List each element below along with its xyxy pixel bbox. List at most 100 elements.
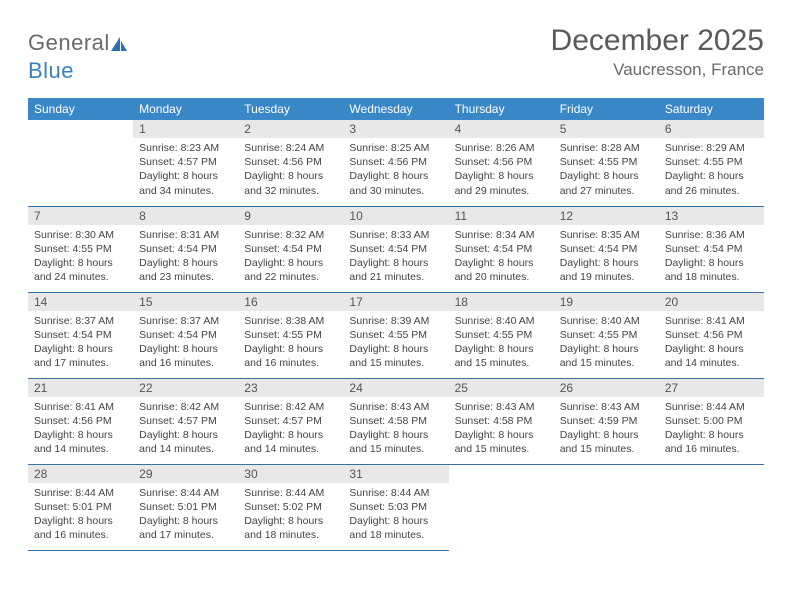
sunset-line: Sunset: 4:54 PM — [139, 242, 232, 256]
sunset-line: Sunset: 5:02 PM — [244, 500, 337, 514]
weekday-fri: Friday — [554, 98, 659, 120]
calendar-row: 21Sunrise: 8:41 AMSunset: 4:56 PMDayligh… — [28, 378, 764, 464]
logo-part2: Blue — [28, 58, 74, 83]
day-number-bar: 22 — [133, 379, 238, 397]
daylight-line: Daylight: 8 hours and 18 minutes. — [244, 514, 337, 542]
day-detail: Sunrise: 8:30 AMSunset: 4:55 PMDaylight:… — [28, 225, 133, 289]
daylight-line: Daylight: 8 hours and 15 minutes. — [349, 428, 442, 456]
calendar-cell: 2Sunrise: 8:24 AMSunset: 4:56 PMDaylight… — [238, 120, 343, 206]
sunrise-line: Sunrise: 8:34 AM — [455, 228, 548, 242]
day-detail: Sunrise: 8:36 AMSunset: 4:54 PMDaylight:… — [659, 225, 764, 289]
calendar-cell: 3Sunrise: 8:25 AMSunset: 4:56 PMDaylight… — [343, 120, 448, 206]
daylight-line: Daylight: 8 hours and 23 minutes. — [139, 256, 232, 284]
day-detail: Sunrise: 8:25 AMSunset: 4:56 PMDaylight:… — [343, 138, 448, 202]
sunrise-line: Sunrise: 8:28 AM — [560, 141, 653, 155]
daylight-line: Daylight: 8 hours and 26 minutes. — [665, 169, 758, 197]
sunset-line: Sunset: 4:55 PM — [455, 328, 548, 342]
sunrise-line: Sunrise: 8:33 AM — [349, 228, 442, 242]
day-number-bar: 20 — [659, 293, 764, 311]
day-detail: Sunrise: 8:37 AMSunset: 4:54 PMDaylight:… — [133, 311, 238, 375]
day-number-bar: 18 — [449, 293, 554, 311]
day-number-bar: 6 — [659, 120, 764, 138]
logo: General Blue — [28, 24, 128, 84]
sunset-line: Sunset: 4:56 PM — [665, 328, 758, 342]
weekday-sat: Saturday — [659, 98, 764, 120]
sunrise-line: Sunrise: 8:23 AM — [139, 141, 232, 155]
calendar-cell: 9Sunrise: 8:32 AMSunset: 4:54 PMDaylight… — [238, 206, 343, 292]
sunset-line: Sunset: 4:54 PM — [560, 242, 653, 256]
sunset-line: Sunset: 4:54 PM — [665, 242, 758, 256]
weekday-mon: Monday — [133, 98, 238, 120]
day-detail: Sunrise: 8:39 AMSunset: 4:55 PMDaylight:… — [343, 311, 448, 375]
day-number-bar: 28 — [28, 465, 133, 483]
sunset-line: Sunset: 4:55 PM — [560, 155, 653, 169]
calendar-cell: 15Sunrise: 8:37 AMSunset: 4:54 PMDayligh… — [133, 292, 238, 378]
sunrise-line: Sunrise: 8:38 AM — [244, 314, 337, 328]
sunset-line: Sunset: 4:55 PM — [34, 242, 127, 256]
day-detail: Sunrise: 8:43 AMSunset: 4:59 PMDaylight:… — [554, 397, 659, 461]
day-number-bar: 19 — [554, 293, 659, 311]
day-number-bar-empty — [659, 465, 764, 483]
logo-part1: General — [28, 30, 110, 55]
day-detail: Sunrise: 8:29 AMSunset: 4:55 PMDaylight:… — [659, 138, 764, 202]
weekday-sun: Sunday — [28, 98, 133, 120]
day-number-bar: 1 — [133, 120, 238, 138]
daylight-line: Daylight: 8 hours and 16 minutes. — [139, 342, 232, 370]
daylight-line: Daylight: 8 hours and 24 minutes. — [34, 256, 127, 284]
calendar-row: 28Sunrise: 8:44 AMSunset: 5:01 PMDayligh… — [28, 464, 764, 550]
sunrise-line: Sunrise: 8:37 AM — [34, 314, 127, 328]
calendar-row: 7Sunrise: 8:30 AMSunset: 4:55 PMDaylight… — [28, 206, 764, 292]
calendar-cell: 30Sunrise: 8:44 AMSunset: 5:02 PMDayligh… — [238, 464, 343, 550]
day-number-bar: 2 — [238, 120, 343, 138]
day-detail: Sunrise: 8:40 AMSunset: 4:55 PMDaylight:… — [554, 311, 659, 375]
sunrise-line: Sunrise: 8:37 AM — [139, 314, 232, 328]
calendar-row: 14Sunrise: 8:37 AMSunset: 4:54 PMDayligh… — [28, 292, 764, 378]
daylight-line: Daylight: 8 hours and 18 minutes. — [665, 256, 758, 284]
sunrise-line: Sunrise: 8:41 AM — [665, 314, 758, 328]
day-number-bar: 25 — [449, 379, 554, 397]
weekday-thu: Thursday — [449, 98, 554, 120]
sunrise-line: Sunrise: 8:29 AM — [665, 141, 758, 155]
daylight-line: Daylight: 8 hours and 15 minutes. — [349, 342, 442, 370]
calendar-cell: 27Sunrise: 8:44 AMSunset: 5:00 PMDayligh… — [659, 378, 764, 464]
sunset-line: Sunset: 4:55 PM — [560, 328, 653, 342]
sunrise-line: Sunrise: 8:31 AM — [139, 228, 232, 242]
sunrise-line: Sunrise: 8:40 AM — [455, 314, 548, 328]
sunset-line: Sunset: 4:55 PM — [244, 328, 337, 342]
daylight-line: Daylight: 8 hours and 15 minutes. — [455, 342, 548, 370]
sunset-line: Sunset: 4:56 PM — [455, 155, 548, 169]
day-number-bar: 17 — [343, 293, 448, 311]
daylight-line: Daylight: 8 hours and 17 minutes. — [139, 514, 232, 542]
daylight-line: Daylight: 8 hours and 29 minutes. — [455, 169, 548, 197]
weekday-tue: Tuesday — [238, 98, 343, 120]
day-number-bar-empty — [554, 465, 659, 483]
daylight-line: Daylight: 8 hours and 19 minutes. — [560, 256, 653, 284]
day-detail: Sunrise: 8:43 AMSunset: 4:58 PMDaylight:… — [449, 397, 554, 461]
day-number-bar: 21 — [28, 379, 133, 397]
day-detail: Sunrise: 8:44 AMSunset: 5:00 PMDaylight:… — [659, 397, 764, 461]
day-detail: Sunrise: 8:41 AMSunset: 4:56 PMDaylight:… — [659, 311, 764, 375]
day-number-bar: 8 — [133, 207, 238, 225]
location: Vaucresson, France — [551, 60, 764, 80]
day-number-bar: 4 — [449, 120, 554, 138]
calendar-cell: 7Sunrise: 8:30 AMSunset: 4:55 PMDaylight… — [28, 206, 133, 292]
calendar-cell: 14Sunrise: 8:37 AMSunset: 4:54 PMDayligh… — [28, 292, 133, 378]
daylight-line: Daylight: 8 hours and 21 minutes. — [349, 256, 442, 284]
sunset-line: Sunset: 4:54 PM — [34, 328, 127, 342]
sunrise-line: Sunrise: 8:40 AM — [560, 314, 653, 328]
day-detail: Sunrise: 8:32 AMSunset: 4:54 PMDaylight:… — [238, 225, 343, 289]
day-detail: Sunrise: 8:24 AMSunset: 4:56 PMDaylight:… — [238, 138, 343, 202]
calendar-cell: 18 Sunrise: 8:40 AMSunset: 4:55 PMDayligh… — [449, 292, 554, 378]
daylight-line: Daylight: 8 hours and 14 minutes. — [34, 428, 127, 456]
calendar-cell — [554, 464, 659, 550]
day-detail: Sunrise: 8:33 AMSunset: 4:54 PMDaylight:… — [343, 225, 448, 289]
sunset-line: Sunset: 4:55 PM — [349, 328, 442, 342]
calendar-cell: 4Sunrise: 8:26 AMSunset: 4:56 PMDaylight… — [449, 120, 554, 206]
sunset-line: Sunset: 4:54 PM — [349, 242, 442, 256]
day-detail: Sunrise: 8:23 AMSunset: 4:57 PMDaylight:… — [133, 138, 238, 202]
day-number-bar-empty — [28, 120, 133, 138]
daylight-line: Daylight: 8 hours and 14 minutes. — [244, 428, 337, 456]
day-detail: Sunrise: 8:42 AMSunset: 4:57 PMDaylight:… — [238, 397, 343, 461]
sunset-line: Sunset: 4:56 PM — [34, 414, 127, 428]
calendar-body: 1Sunrise: 8:23 AMSunset: 4:57 PMDaylight… — [28, 120, 764, 550]
